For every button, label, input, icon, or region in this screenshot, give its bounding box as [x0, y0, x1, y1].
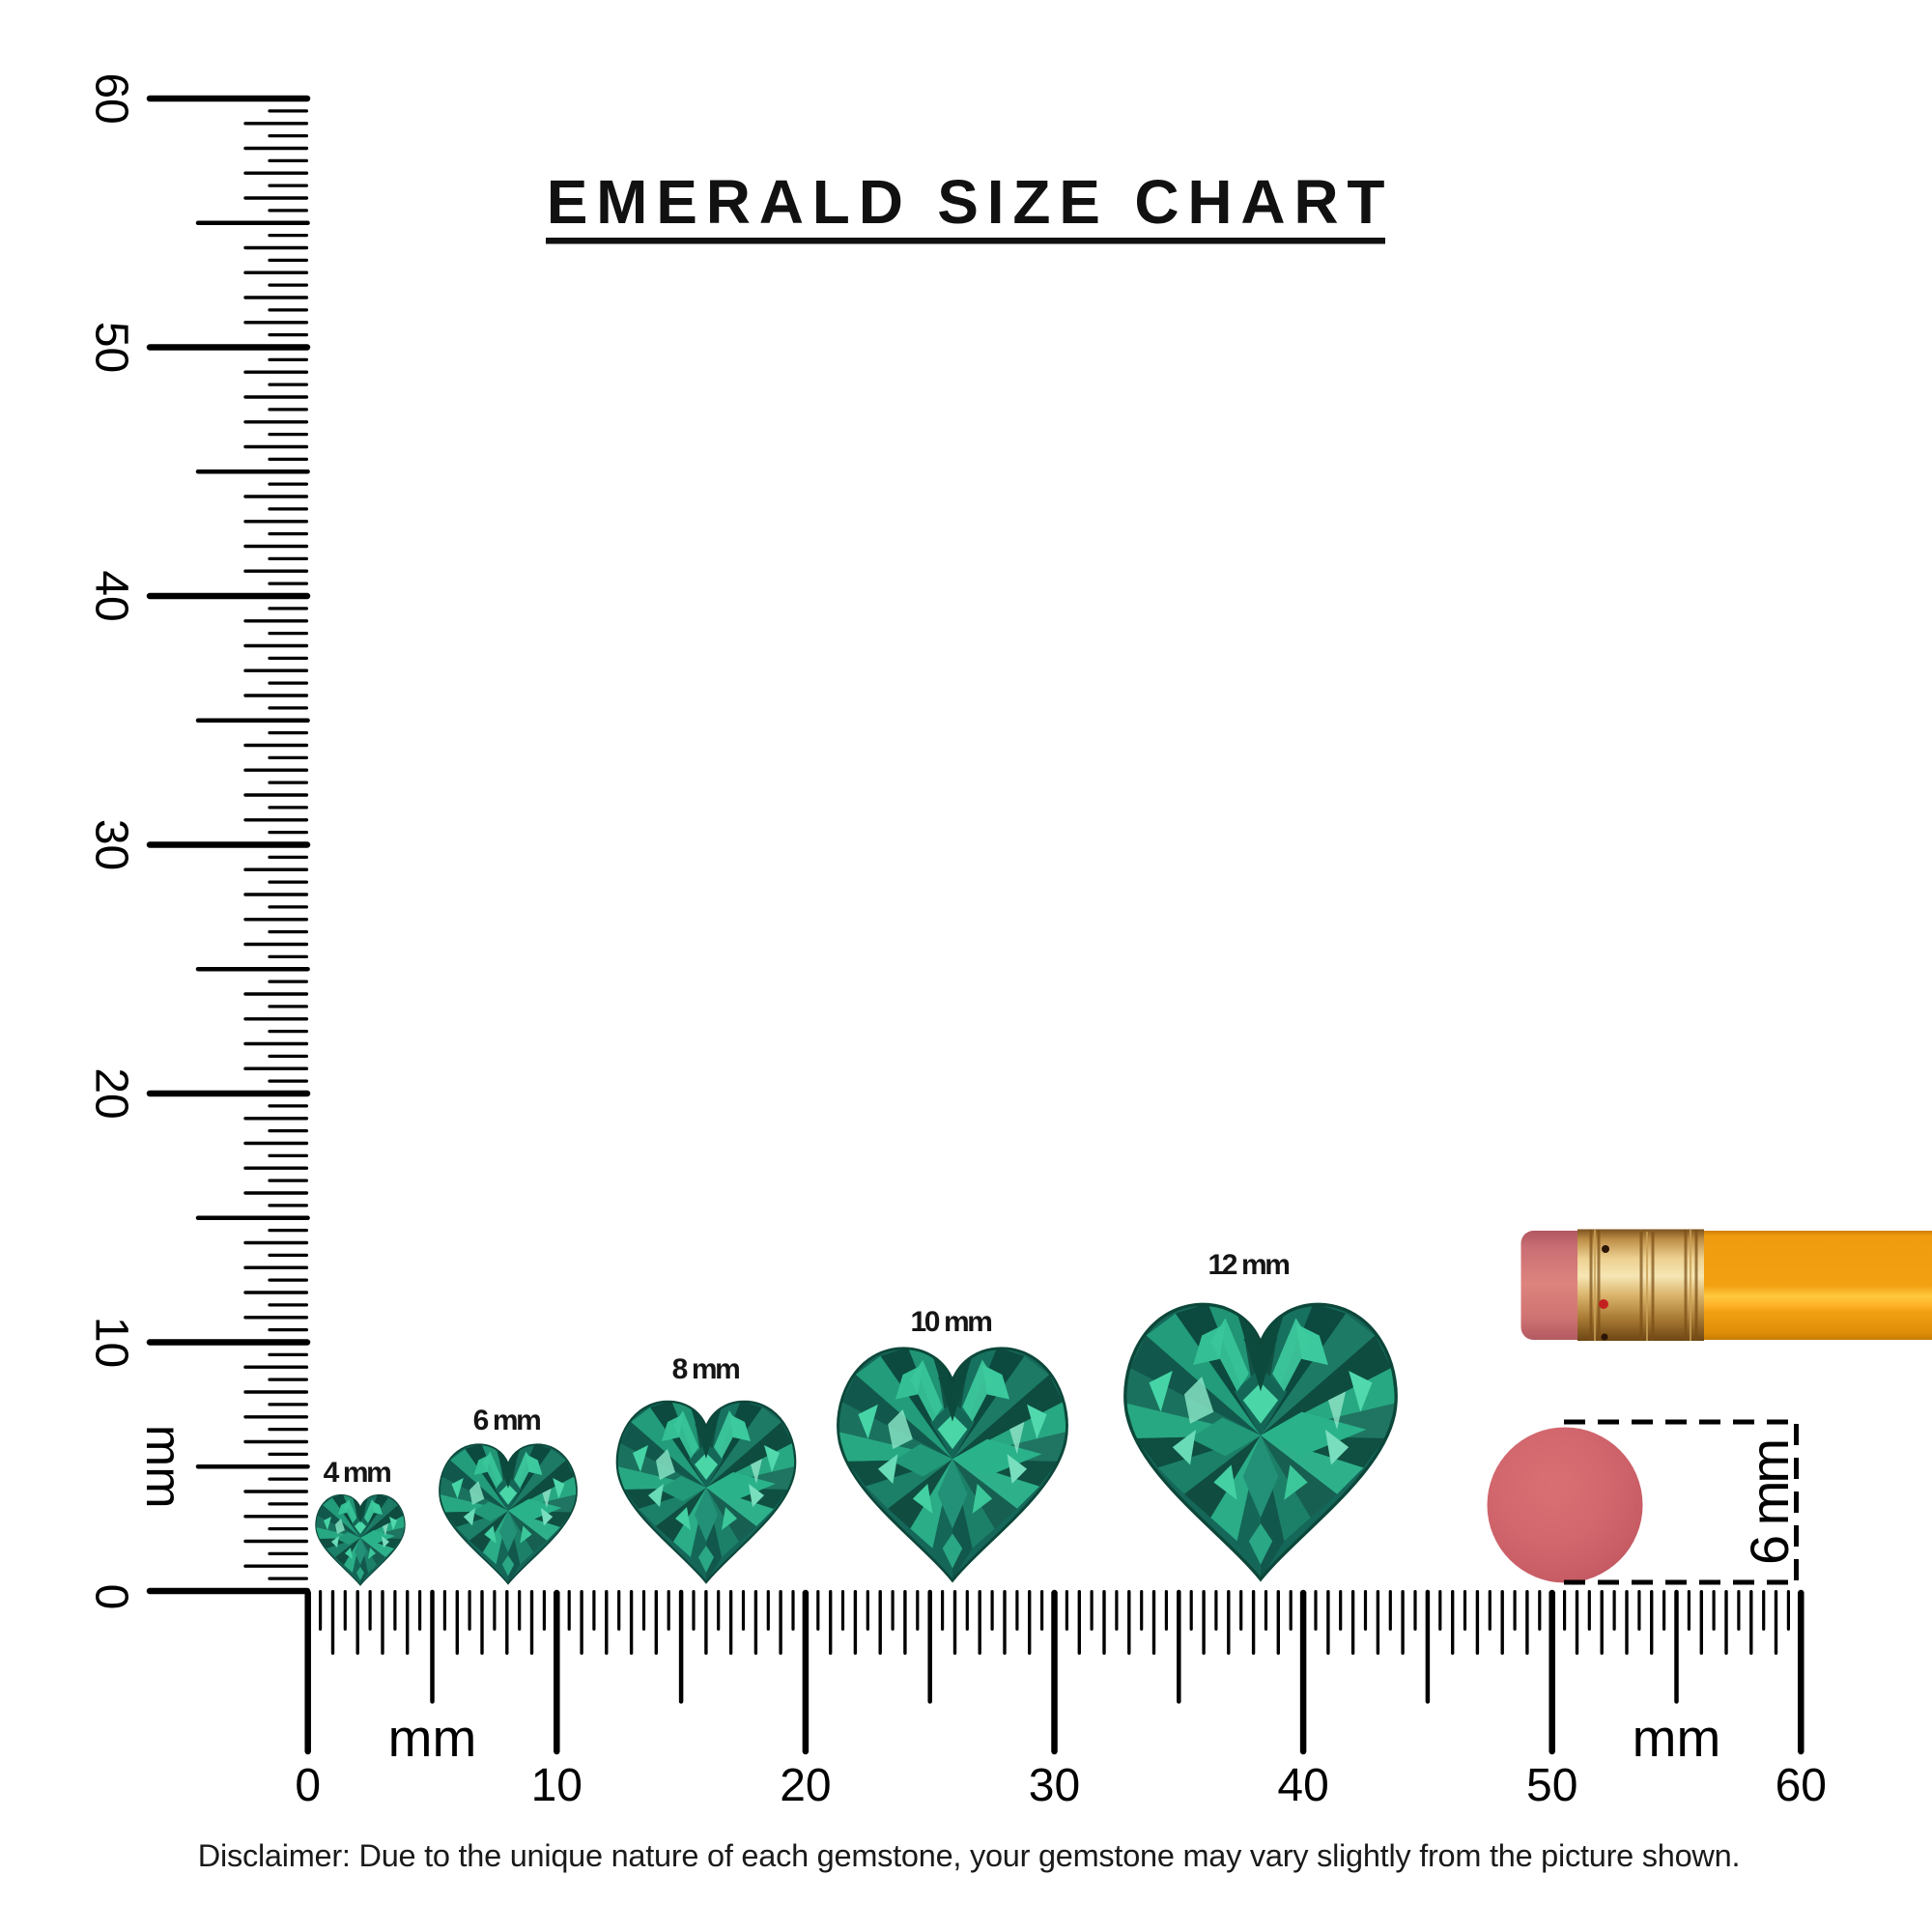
svg-text:0: 0: [295, 1760, 321, 1811]
svg-text:mm: mm: [1633, 1708, 1721, 1768]
svg-text:60: 60: [1776, 1760, 1827, 1811]
svg-text:20: 20: [780, 1760, 831, 1811]
svg-text:10: 10: [86, 1317, 137, 1368]
svg-text:50: 50: [1526, 1760, 1577, 1811]
svg-text:40: 40: [86, 570, 137, 621]
svg-text:30: 30: [1029, 1760, 1080, 1811]
svg-text:4 mm: 4 mm: [324, 1457, 390, 1489]
svg-text:40: 40: [1277, 1760, 1328, 1811]
svg-text:0: 0: [86, 1584, 137, 1610]
svg-text:6 mm: 6 mm: [473, 1405, 540, 1436]
svg-text:10: 10: [531, 1760, 582, 1811]
svg-text:60: 60: [86, 72, 137, 124]
svg-text:12 mm: 12 mm: [1208, 1249, 1289, 1281]
svg-text:20: 20: [86, 1067, 137, 1119]
svg-text:Disclaimer: Due to the unique: Disclaimer: Due to the unique nature of …: [198, 1838, 1740, 1873]
svg-text:mm: mm: [135, 1425, 191, 1509]
svg-text:6 mm: 6 mm: [1739, 1441, 1800, 1565]
svg-text:8 mm: 8 mm: [672, 1353, 739, 1385]
svg-text:EMERALD SIZE CHART: EMERALD SIZE CHART: [547, 167, 1394, 237]
svg-text:50: 50: [86, 322, 137, 373]
svg-text:mm: mm: [388, 1708, 477, 1768]
svg-text:30: 30: [86, 819, 137, 870]
svg-text:10 mm: 10 mm: [910, 1306, 991, 1338]
